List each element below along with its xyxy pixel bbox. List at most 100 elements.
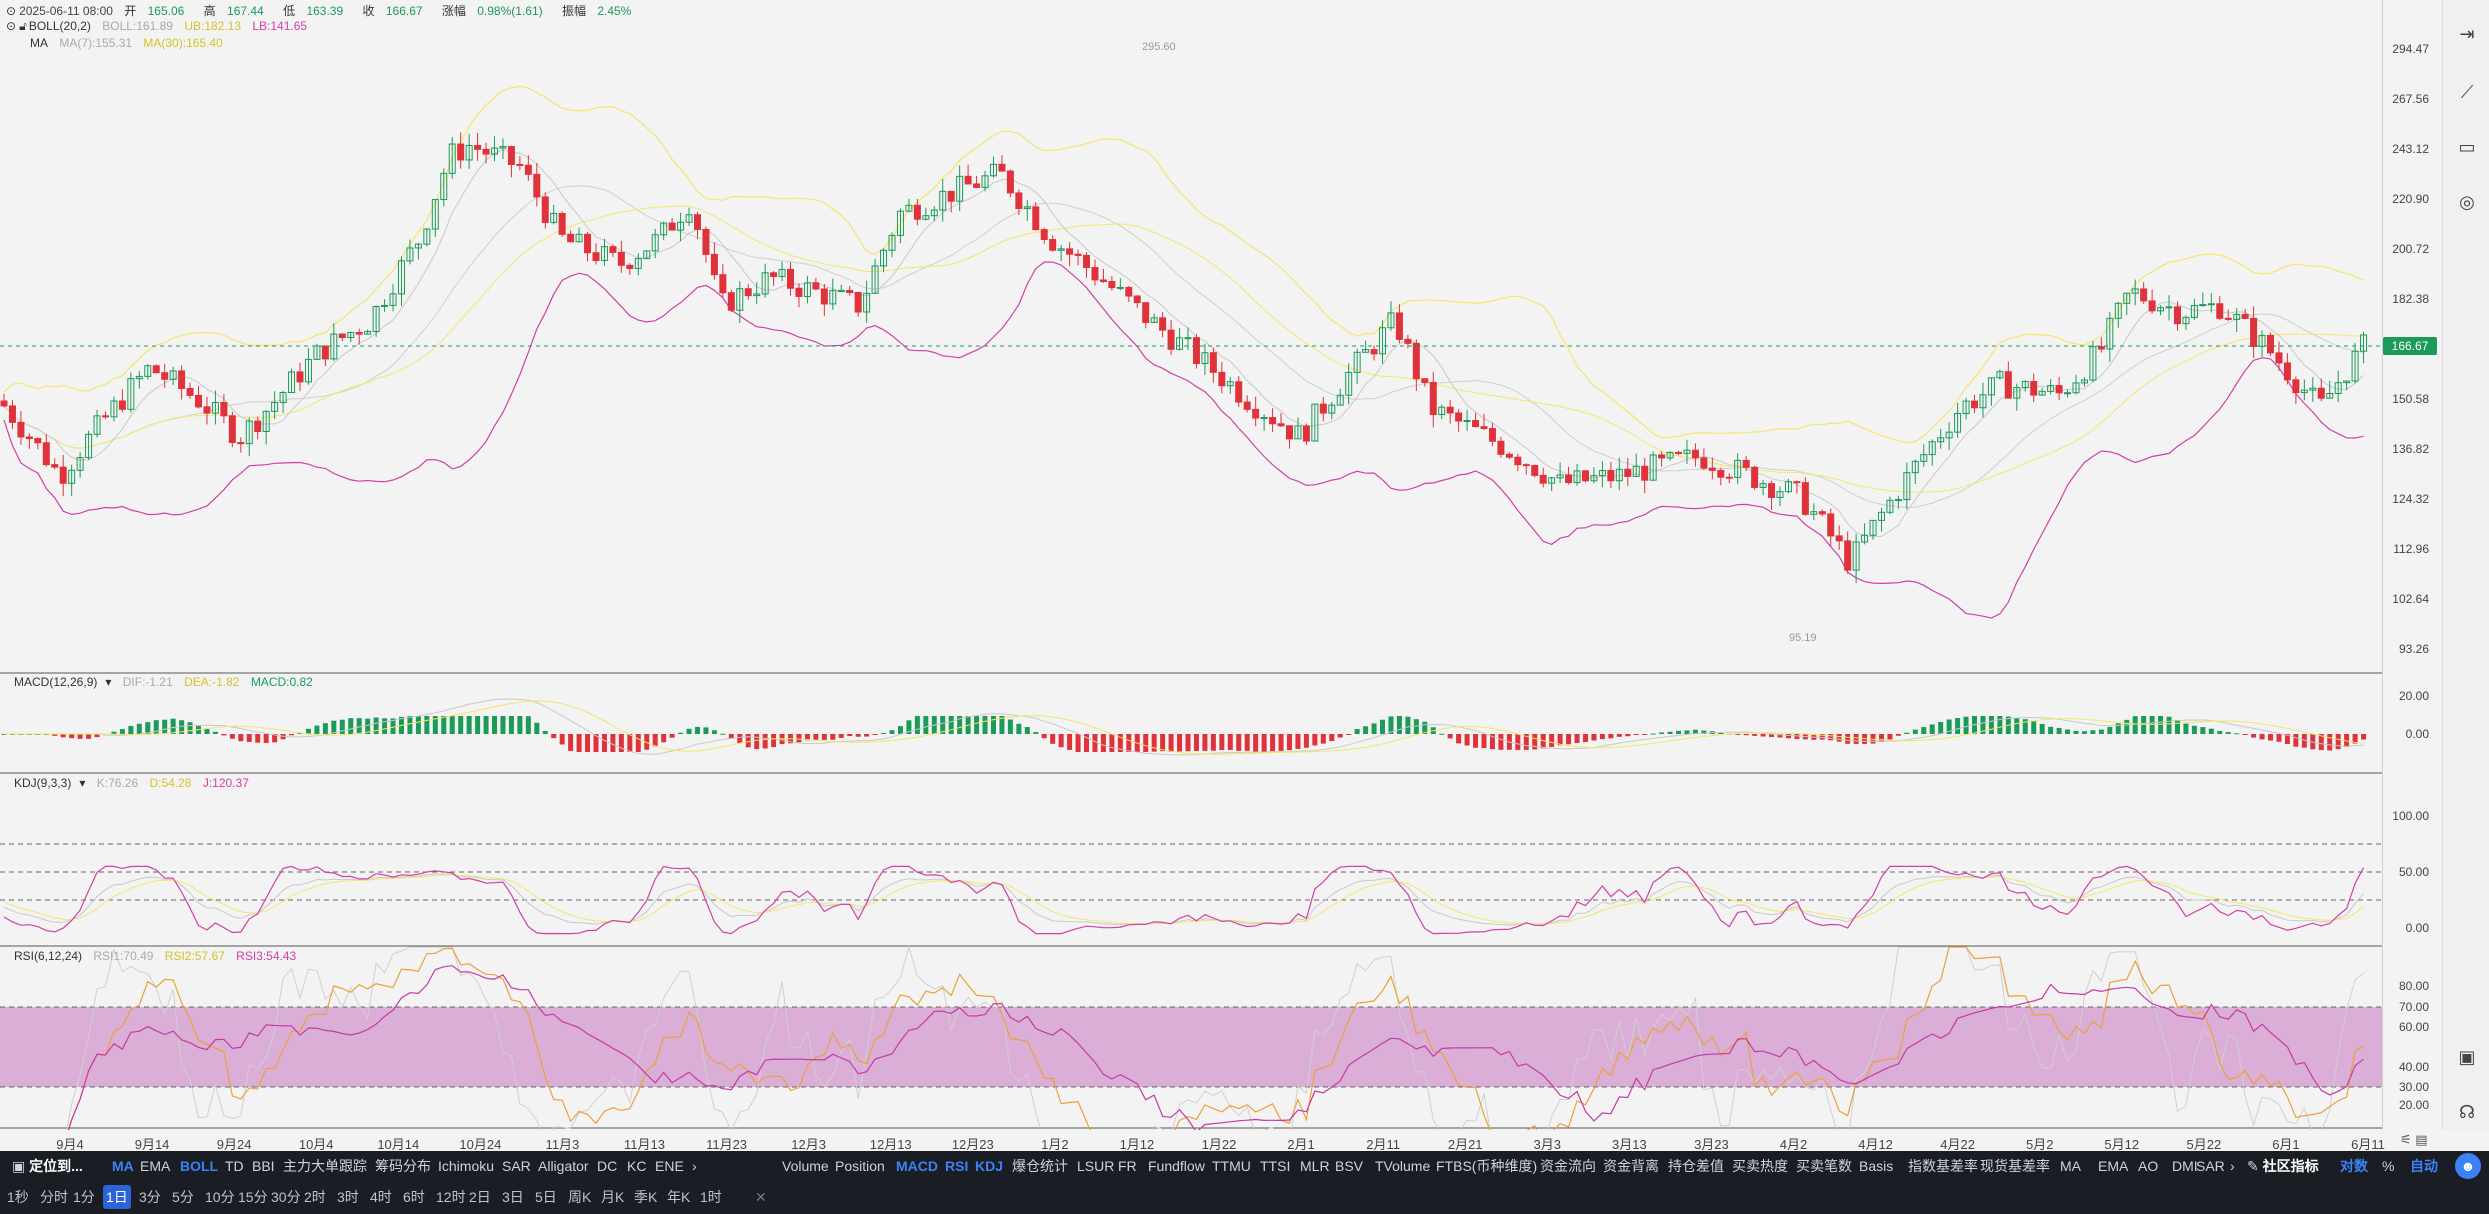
chart-area[interactable]: 295.60 95.19	[0, 0, 2382, 1130]
log-scale-toggle[interactable]: 对数	[2340, 1158, 2368, 1174]
timeframe-9[interactable]: 2时	[304, 1189, 326, 1205]
collapse-icon[interactable]: ⊙	[6, 4, 17, 18]
sub-indicator-19[interactable]: 买卖笔数	[1796, 1158, 1852, 1174]
sub-indicator-15[interactable]: 资金流向	[1540, 1158, 1596, 1174]
sub-indicator-22[interactable]: 现货基差率	[1980, 1158, 2050, 1174]
candle-body	[964, 175, 972, 185]
timeframe-21[interactable]: 1时	[700, 1189, 722, 1205]
settings-icon[interactable]: ◎	[2459, 192, 2475, 212]
macd-bar	[1058, 734, 1064, 748]
macd-bar	[847, 734, 853, 737]
sub-indicator-7[interactable]: FR	[1118, 1158, 1137, 1174]
sub-indicator-11[interactable]: MLR	[1300, 1158, 1330, 1174]
indicator-6[interactable]: 筹码分布	[375, 1158, 431, 1174]
candle-body	[592, 252, 600, 262]
indicator-11[interactable]: KC	[627, 1158, 647, 1174]
screen-icon[interactable]: ▭	[2458, 137, 2476, 157]
indicator-icon[interactable]: ⟋	[2460, 82, 2474, 102]
sub-indicator-12[interactable]: BSV	[1335, 1158, 1364, 1174]
timeframe-14[interactable]: 2日	[469, 1189, 491, 1205]
timeframe-3[interactable]: 1日	[103, 1185, 131, 1209]
indicator-3[interactable]: TD	[225, 1158, 244, 1174]
sub-indicator-17[interactable]: 持仓差值	[1668, 1158, 1724, 1174]
sub-indicator-25[interactable]: AO	[2138, 1158, 2159, 1174]
indicator-10[interactable]: DC	[597, 1158, 618, 1174]
indicator-12[interactable]: ENE	[655, 1158, 684, 1174]
sub-indicator-21[interactable]: 指数基差率	[1908, 1158, 1978, 1174]
sub-indicator-4[interactable]: KDJ	[975, 1158, 1004, 1174]
sub-indicator-16[interactable]: 资金背离	[1603, 1158, 1659, 1174]
macd-bar	[1320, 734, 1326, 744]
timeframe-19[interactable]: 季K	[634, 1189, 658, 1205]
percent-scale-toggle[interactable]: %	[2382, 1158, 2395, 1174]
scroll-right-icon[interactable]: ›	[692, 1158, 697, 1174]
export-icon[interactable]: ⇥	[2459, 24, 2475, 44]
candle-body	[178, 370, 186, 389]
sub-indicator-13[interactable]: TVolume	[1375, 1158, 1431, 1174]
timeframe-20[interactable]: 年K	[667, 1189, 691, 1205]
price-axis[interactable]: 294.47 267.56 243.12 220.90 200.72 182.3…	[2382, 0, 2443, 1130]
close-icon[interactable]: ✕	[755, 1189, 767, 1205]
timeframe-1[interactable]: 分时	[40, 1189, 68, 1205]
indicator-2[interactable]: BOLL	[180, 1158, 219, 1174]
sub-indicator-24[interactable]: EMA	[2098, 1158, 2129, 1174]
candlestick-chart[interactable]: 295.60 95.19	[0, 0, 2382, 1130]
timeframe-13[interactable]: 12时	[436, 1189, 466, 1205]
timeframe-5[interactable]: 5分	[172, 1189, 194, 1205]
indicator-7[interactable]: Ichimoku	[438, 1158, 495, 1174]
macd-bar	[906, 720, 912, 734]
indicator-0[interactable]: MA	[112, 1158, 134, 1174]
timeframe-16[interactable]: 5日	[535, 1189, 557, 1205]
community-indicators-button[interactable]: ✎ 社区指标	[2247, 1158, 2319, 1174]
macd-bar	[1853, 734, 1859, 744]
timeframe-2[interactable]: 1分	[73, 1189, 95, 1205]
locate-button[interactable]: ▣ 定位到...	[12, 1158, 83, 1174]
indicator-5[interactable]: 主力大单跟踪	[283, 1158, 367, 1174]
timeframe-7[interactable]: 15分	[238, 1189, 268, 1205]
sub-indicator-3[interactable]: RSI	[945, 1158, 969, 1174]
sub-indicator-8[interactable]: Fundflow	[1148, 1158, 1205, 1174]
auto-scale-toggle[interactable]: 自动	[2410, 1158, 2438, 1174]
indicator-9[interactable]: Alligator	[538, 1158, 589, 1174]
timeframe-12[interactable]: 6时	[403, 1189, 425, 1205]
indicator-8[interactable]: SAR	[502, 1158, 531, 1174]
indicator-1[interactable]: EMA	[140, 1158, 171, 1174]
indicator-4[interactable]: BBI	[252, 1158, 275, 1174]
sub-indicator-10[interactable]: TTSI	[1260, 1158, 1291, 1174]
sub-indicator-1[interactable]: Position	[835, 1158, 885, 1174]
timeframe-4[interactable]: 3分	[139, 1189, 161, 1205]
sub-indicator-0[interactable]: Volume	[782, 1158, 829, 1174]
scroll-right-icon[interactable]: ›	[2230, 1158, 2235, 1174]
timeframe-6[interactable]: 10分	[205, 1189, 235, 1205]
timeframe-0[interactable]: 1秒	[7, 1189, 29, 1205]
candle-body	[338, 333, 346, 339]
sub-indicator-14[interactable]: FTBS(币种维度)	[1436, 1158, 1538, 1174]
timeframe-8[interactable]: 30分	[271, 1189, 301, 1205]
timeframe-17[interactable]: 周K	[568, 1189, 592, 1205]
sub-indicator-26[interactable]: DMI	[2172, 1158, 2198, 1174]
support-icon[interactable]: ☊	[2459, 1102, 2475, 1122]
time-tick: 6月11	[2351, 1137, 2385, 1152]
sub-indicator-27[interactable]: SAR	[2196, 1158, 2225, 1174]
sub-indicator-2[interactable]: MACD	[896, 1158, 938, 1174]
sub-indicator-18[interactable]: 买卖热度	[1732, 1158, 1788, 1174]
candle-body	[68, 469, 76, 484]
lock-icon[interactable]: 🔓︎	[19, 19, 27, 33]
timeframe-11[interactable]: 4时	[370, 1189, 392, 1205]
candle-body	[981, 175, 989, 188]
axis-settings-icon[interactable]: ⚟ ▤	[2400, 1132, 2428, 1147]
timeframe-15[interactable]: 3日	[502, 1189, 524, 1205]
candle-body	[1142, 302, 1150, 323]
sub-indicator-9[interactable]: TTMU	[1212, 1158, 1251, 1174]
collapse-icon[interactable]: ⊙	[6, 19, 17, 33]
timeframe-10[interactable]: 3时	[337, 1189, 359, 1205]
sub-indicator-20[interactable]: Basis	[1859, 1158, 1894, 1174]
candle-body	[1269, 417, 1277, 425]
layout-icon[interactable]: ▣	[2458, 1047, 2476, 1067]
timeframe-18[interactable]: 月K	[601, 1189, 625, 1205]
sub-indicator-6[interactable]: LSUR	[1077, 1158, 1115, 1174]
assistant-icon[interactable]: ☻	[2455, 1153, 2481, 1179]
candle-body	[1083, 254, 1091, 269]
sub-indicator-5[interactable]: 爆仓统计	[1012, 1158, 1068, 1174]
sub-indicator-23[interactable]: MA	[2060, 1158, 2081, 1174]
